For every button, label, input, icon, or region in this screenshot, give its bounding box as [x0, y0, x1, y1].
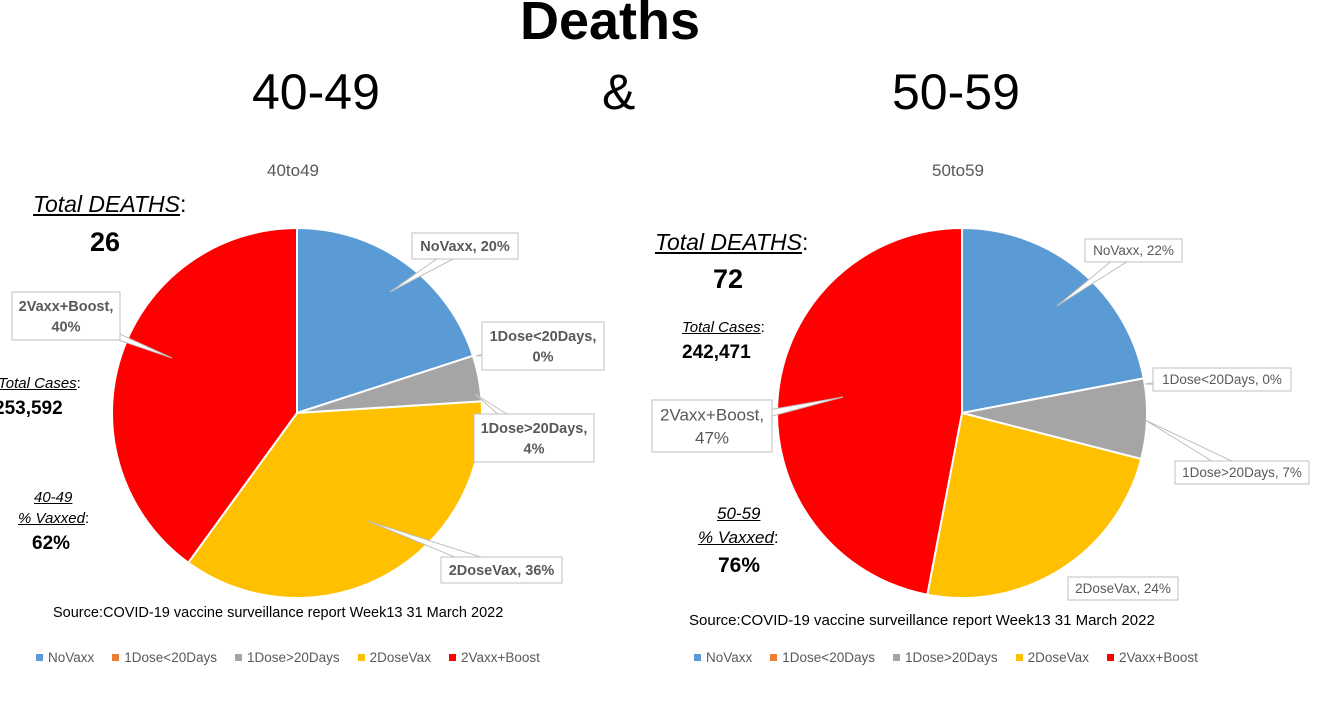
right-total-deaths-value: 72 — [713, 264, 744, 294]
legend-left: NoVaxx 1Dose<20Days 1Dose>20Days 2DoseVax 2V… — [36, 650, 558, 665]
data-label-text: 2Vaxx+Boost, — [19, 299, 114, 315]
legend-item: 2Vaxx+Boost — [448, 650, 540, 665]
data-label-0: NoVaxx, 22% — [1056, 238, 1183, 307]
data-label-3: 2DoseVax, 36% — [367, 520, 563, 584]
legend-item: 2Vaxx+Boost — [1106, 650, 1198, 665]
legend-swatch — [694, 654, 701, 661]
callout-box — [440, 556, 563, 584]
data-label-0: NoVaxx, 20% — [389, 232, 519, 293]
legend-label: 2Vaxx+Boost — [460, 650, 540, 665]
legend-label: 1Dose<20Days — [782, 650, 875, 665]
data-label-text: 2DoseVax, 36% — [449, 563, 555, 579]
legend-swatch — [770, 654, 778, 661]
data-label-4: 2Vaxx+Boost, 47% — [651, 396, 844, 453]
data-label-1: 1Dose<20Days, 0% — [1144, 367, 1292, 392]
legend-item: 1Dose>20Days — [892, 650, 998, 665]
data-label-1: 1Dose<20Days, 0% — [475, 321, 605, 371]
legend-swatch — [1106, 654, 1114, 661]
data-label-text: 1Dose<20Days, — [490, 329, 597, 345]
chart-title-left: 40to49 — [267, 161, 319, 180]
left-vaxxed-label-age: 40-49 — [34, 489, 73, 506]
data-label-text: 2DoseVax, 24% — [1075, 581, 1171, 596]
pie-chart-left — [111, 226, 483, 599]
callout-box — [411, 232, 519, 260]
right-source-note: Source:COVID-19 vaccine surveillance rep… — [689, 612, 1155, 629]
callout-box — [1084, 238, 1183, 263]
data-label-4: 2Vaxx+Boost, 40% — [11, 291, 173, 359]
data-label-2: 1Dose>20Days, 7% — [1144, 419, 1310, 485]
left-vaxxed-value: 62% — [32, 533, 71, 554]
legend-label: NoVaxx — [706, 650, 753, 665]
data-label-text: NoVaxx, 20% — [420, 239, 510, 255]
data-label-text: 4% — [524, 441, 545, 457]
callout-box — [473, 413, 595, 463]
pie-slice-0 — [296, 226, 475, 415]
right-total-cases-label: Total Cases: — [682, 319, 765, 336]
legend-item: 1Dose<20Days — [770, 650, 875, 665]
pie-slice-4 — [111, 226, 298, 565]
chart-title-right: 50to59 — [932, 161, 984, 180]
data-label-2: 1Dose>20Days, 4% — [473, 393, 595, 463]
legend-label: 2DoseVax — [369, 650, 431, 665]
legend-item: 1Dose<20Days — [112, 650, 217, 665]
age-group-right-heading: 50-59 — [892, 64, 1020, 120]
left-vaxxed-label: % Vaxxed: — [18, 510, 90, 527]
data-label-text: 1Dose>20Days, 7% — [1182, 465, 1302, 480]
pie-chart-right — [776, 226, 1148, 599]
callout-box — [11, 291, 121, 341]
pie-slice-4 — [776, 226, 963, 596]
data-label-text: 40% — [51, 319, 80, 335]
legend-label: 2DoseVax — [1027, 650, 1089, 665]
pie-slice-3 — [926, 411, 1143, 599]
legend-right: NoVaxx 1Dose<20Days 1Dose>20Days 2DoseVax 2V… — [694, 650, 1216, 665]
legend-label: 1Dose>20Days — [246, 650, 340, 665]
ampersand-heading: & — [602, 64, 636, 120]
right-total-deaths-label: Total DEATHS: — [655, 229, 809, 255]
left-total-deaths-value: 26 — [90, 227, 121, 257]
legend-swatch — [234, 654, 242, 661]
data-label-text: 1Dose>20Days, — [481, 421, 588, 437]
age-group-left-heading: 40-49 — [252, 64, 380, 120]
legend-swatch — [448, 654, 456, 661]
left-total-deaths-label: Total DEATHS: — [33, 191, 187, 217]
left-total-cases-label: Total Cases: — [0, 375, 81, 392]
left-source-note: Source:COVID-19 vaccine surveillance rep… — [53, 605, 504, 621]
right-total-cases-value: 242,471 — [682, 342, 751, 363]
legend-swatch — [357, 654, 365, 661]
legend-swatch — [892, 654, 900, 661]
legend-label: 2Vaxx+Boost — [1118, 650, 1198, 665]
legend-swatch — [36, 654, 43, 661]
legend-item: NoVaxx — [694, 650, 752, 665]
page-title: Deaths — [519, 0, 701, 51]
data-label-text: 0% — [533, 349, 554, 365]
data-label-text: 2Vaxx+Boost, — [660, 405, 764, 424]
right-vaxxed-value: 76% — [718, 554, 761, 577]
legend-item: 2DoseVax — [357, 650, 431, 665]
legend-label: 1Dose>20Days — [904, 650, 998, 665]
legend-swatch — [1015, 654, 1023, 661]
callout-box — [1067, 576, 1179, 601]
callout-box — [1174, 460, 1310, 485]
callout-box — [481, 321, 605, 371]
callout-box — [651, 399, 773, 453]
legend-label: 1Dose<20Days — [124, 650, 217, 665]
legend-label: NoVaxx — [48, 650, 95, 665]
legend-item: NoVaxx — [36, 650, 94, 665]
right-vaxxed-label-age: 50-59 — [717, 504, 761, 523]
data-label-text: 47% — [695, 428, 729, 447]
callout-box — [1152, 367, 1292, 392]
legend-item: 2DoseVax — [1015, 650, 1089, 665]
data-label-text: NoVaxx, 22% — [1093, 243, 1174, 258]
right-vaxxed-label: % Vaxxed: — [698, 528, 779, 547]
data-label-text: 1Dose<20Days, 0% — [1162, 372, 1282, 387]
data-label-3: 2DoseVax, 24% — [1067, 576, 1179, 601]
left-total-cases-value: 253,592 — [0, 398, 63, 419]
pie-slice-0 — [961, 226, 1145, 415]
legend-item: 1Dose>20Days — [234, 650, 340, 665]
legend-swatch — [112, 654, 120, 661]
